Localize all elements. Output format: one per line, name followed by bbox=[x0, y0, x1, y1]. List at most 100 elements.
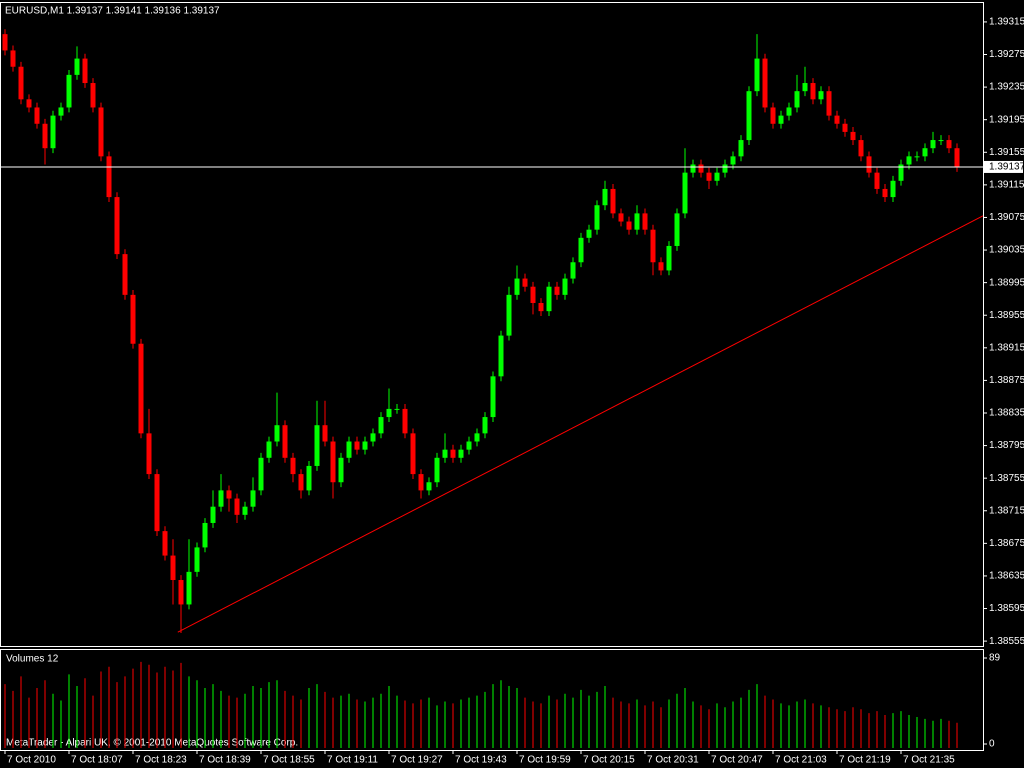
candle-body bbox=[66, 74, 72, 108]
candle-body bbox=[202, 522, 208, 548]
y-tick-label: 1.38915 bbox=[989, 342, 1024, 353]
candle-body bbox=[314, 425, 320, 466]
candle-body bbox=[378, 417, 384, 434]
candle-body bbox=[482, 417, 488, 434]
y-tick-label: 1.39115 bbox=[989, 180, 1024, 191]
last-price-label: 1.39137 bbox=[989, 162, 1024, 173]
candle-body bbox=[810, 83, 816, 100]
candle-body bbox=[658, 262, 664, 271]
candle-body bbox=[930, 140, 936, 149]
x-tick-label: 7 Oct 18:55 bbox=[263, 755, 315, 766]
candle-body bbox=[746, 91, 752, 141]
candle-body bbox=[50, 115, 56, 149]
price-panel-frame bbox=[0, 2, 984, 647]
candle-body bbox=[466, 441, 472, 450]
candle-body bbox=[914, 156, 920, 158]
candle-body bbox=[946, 140, 952, 149]
candle-body bbox=[282, 425, 288, 458]
candle-body bbox=[674, 213, 680, 246]
y-tick-label: 1.38795 bbox=[989, 440, 1024, 451]
candle-body bbox=[138, 343, 144, 434]
candle-body bbox=[610, 188, 616, 214]
x-tick-label: 7 Oct 19:43 bbox=[455, 755, 507, 766]
candle-body bbox=[258, 457, 264, 491]
candle-body bbox=[90, 83, 96, 108]
candle-body bbox=[882, 188, 888, 198]
x-tick-label: 7 Oct 21:03 bbox=[775, 755, 827, 766]
y-tick-label: 1.39075 bbox=[989, 212, 1024, 223]
candle-body bbox=[890, 180, 896, 198]
x-tick-label: 7 Oct 20:47 bbox=[711, 755, 763, 766]
candle-body bbox=[826, 91, 832, 116]
y-tick-label: 1.38755 bbox=[989, 473, 1024, 484]
volume-label: Volumes 12 bbox=[6, 654, 59, 665]
candle-body bbox=[666, 245, 672, 271]
candle-body bbox=[74, 58, 80, 75]
x-tick-label: 7 Oct 19:59 bbox=[519, 755, 571, 766]
candle-body bbox=[106, 156, 112, 198]
candle-body bbox=[714, 172, 720, 181]
y-tick-label: 1.39275 bbox=[989, 49, 1024, 60]
candle-body bbox=[818, 91, 824, 100]
candle-body bbox=[178, 580, 184, 605]
candle-body bbox=[130, 294, 136, 344]
candle-body bbox=[546, 286, 552, 312]
candle-body bbox=[682, 172, 688, 214]
candle-body bbox=[250, 490, 256, 507]
y-tick-label: 1.38995 bbox=[989, 277, 1024, 288]
x-tick-label: 7 Oct 2010 bbox=[7, 755, 56, 766]
candle-body bbox=[10, 50, 16, 67]
candle-body bbox=[522, 278, 528, 287]
candle-body bbox=[2, 34, 8, 51]
candle-body bbox=[426, 482, 432, 491]
candle-body bbox=[218, 490, 224, 507]
candle-body bbox=[386, 408, 392, 418]
candle-body bbox=[498, 335, 504, 377]
candle-body bbox=[234, 498, 240, 515]
candle-body bbox=[786, 107, 792, 116]
candle-body bbox=[322, 425, 328, 442]
x-tick-label: 7 Oct 18:39 bbox=[199, 755, 251, 766]
candle-body bbox=[34, 107, 40, 124]
y-tick-label: 1.38715 bbox=[989, 505, 1024, 516]
candle-body bbox=[562, 278, 568, 295]
chart-title: EURUSD,M1 1.39137 1.39141 1.39136 1.3913… bbox=[5, 6, 220, 17]
candle-body bbox=[602, 188, 608, 206]
candle-body bbox=[514, 278, 520, 295]
candle-body bbox=[842, 123, 848, 132]
y-tick-label: 1.38555 bbox=[989, 636, 1024, 647]
candle-body bbox=[434, 457, 440, 483]
candle-body bbox=[754, 58, 760, 92]
candle-body bbox=[698, 164, 704, 173]
candle-body bbox=[922, 148, 928, 157]
x-tick-label: 7 Oct 18:07 bbox=[71, 755, 123, 766]
volume-tick-label: 0 bbox=[989, 739, 995, 750]
candle-body bbox=[298, 474, 304, 491]
y-tick-label: 1.39315 bbox=[989, 17, 1024, 28]
candle-body bbox=[362, 441, 368, 450]
candle-body bbox=[490, 376, 496, 418]
candle-body bbox=[186, 571, 192, 605]
candle-body bbox=[858, 140, 864, 157]
volume-tick-label: 89 bbox=[989, 653, 1001, 664]
candle-body bbox=[634, 213, 640, 230]
candle-body bbox=[850, 131, 856, 141]
candle-body bbox=[594, 205, 600, 230]
candle-body bbox=[394, 408, 400, 410]
candle-body bbox=[586, 229, 592, 238]
x-tick-label: 7 Oct 20:31 bbox=[647, 755, 699, 766]
candle-body bbox=[162, 531, 168, 556]
candle-body bbox=[802, 83, 808, 92]
candle-body bbox=[770, 107, 776, 124]
x-tick-label: 7 Oct 18:23 bbox=[135, 755, 187, 766]
candle-body bbox=[570, 262, 576, 279]
y-tick-label: 1.38835 bbox=[989, 408, 1024, 419]
candle-body bbox=[778, 115, 784, 124]
candle-body bbox=[402, 408, 408, 434]
y-tick-label: 1.38955 bbox=[989, 310, 1024, 321]
candle-body bbox=[530, 286, 536, 304]
candle-body bbox=[450, 449, 456, 458]
